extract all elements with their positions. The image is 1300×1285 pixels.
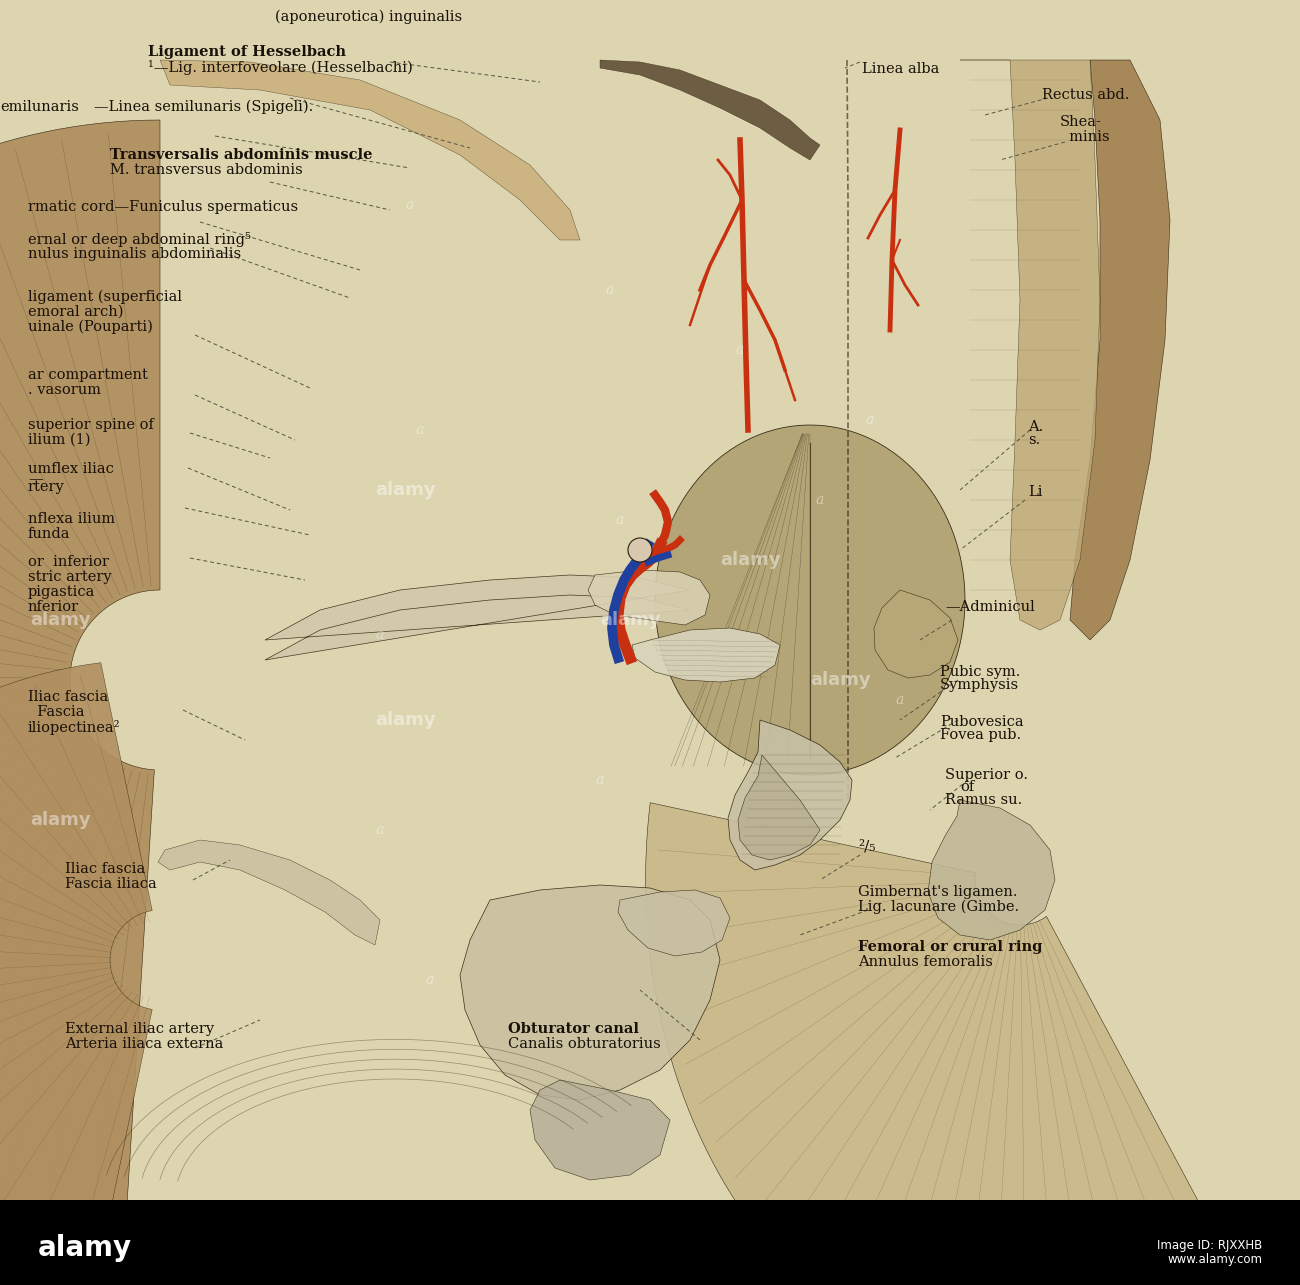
Text: —: —: [29, 472, 43, 486]
Text: emoral arch): emoral arch): [29, 305, 124, 319]
Polygon shape: [460, 885, 720, 1100]
Polygon shape: [265, 574, 690, 660]
Text: (aponeurotica) inguinalis: (aponeurotica) inguinalis: [276, 10, 461, 24]
Text: ilium (1): ilium (1): [29, 433, 91, 447]
Text: M. transversus abdominis: M. transversus abdominis: [111, 163, 303, 177]
Text: Symphysis: Symphysis: [940, 678, 1019, 693]
Text: Iliac fascia: Iliac fascia: [65, 862, 146, 876]
Text: funda: funda: [29, 527, 70, 541]
Text: iliopectinea²: iliopectinea²: [29, 720, 121, 735]
Text: minis: minis: [1060, 130, 1110, 144]
Text: Annulus femoralis: Annulus femoralis: [858, 955, 993, 969]
Text: Femoral or crural ring: Femoral or crural ring: [858, 941, 1043, 953]
Text: Li: Li: [1028, 484, 1043, 499]
Polygon shape: [928, 801, 1056, 941]
Text: alamy: alamy: [374, 711, 436, 729]
Polygon shape: [655, 425, 965, 775]
Text: a: a: [606, 283, 614, 297]
Text: or  inferior: or inferior: [29, 555, 109, 569]
Text: alamy: alamy: [38, 1234, 133, 1262]
Polygon shape: [959, 60, 1100, 630]
Text: s.: s.: [1028, 433, 1040, 447]
Polygon shape: [738, 756, 820, 860]
Text: Arteria iliaca externa: Arteria iliaca externa: [65, 1037, 224, 1051]
Polygon shape: [618, 891, 731, 956]
Text: Image ID: RJXXHB: Image ID: RJXXHB: [1157, 1239, 1262, 1252]
Polygon shape: [0, 663, 152, 1257]
Text: a: a: [736, 343, 744, 357]
Text: ar compartment: ar compartment: [29, 368, 148, 382]
Polygon shape: [1070, 60, 1170, 640]
Text: a: a: [866, 412, 874, 427]
Text: ligament (superficial: ligament (superficial: [29, 290, 182, 305]
Text: rtery: rtery: [29, 481, 65, 493]
Text: a: a: [376, 822, 384, 837]
Text: nferior: nferior: [29, 600, 79, 614]
Text: Pubic sym.: Pubic sym.: [940, 666, 1020, 678]
Text: a: a: [816, 493, 824, 508]
Text: Lig. lacunare (Gimbe.: Lig. lacunare (Gimbe.: [858, 899, 1019, 915]
Text: Pubovesica: Pubovesica: [940, 714, 1023, 729]
Polygon shape: [728, 720, 852, 870]
Text: emilunaris: emilunaris: [0, 100, 79, 114]
Text: a: a: [426, 973, 434, 987]
Text: a: a: [616, 513, 624, 527]
Text: nulus inguinalis abdominalis: nulus inguinalis abdominalis: [29, 247, 240, 261]
Text: Ligament of Hesselbach: Ligament of Hesselbach: [148, 45, 346, 59]
Polygon shape: [530, 1079, 670, 1180]
Text: a: a: [595, 774, 604, 786]
Polygon shape: [160, 60, 580, 240]
Text: pigastica: pigastica: [29, 585, 95, 599]
Text: superior spine of: superior spine of: [29, 418, 153, 432]
Polygon shape: [0, 120, 160, 1239]
Text: Ramus su.: Ramus su.: [945, 793, 1022, 807]
Polygon shape: [632, 628, 780, 682]
Text: alamy: alamy: [720, 551, 780, 569]
Text: a: a: [406, 198, 415, 212]
Text: alamy: alamy: [374, 481, 436, 499]
Polygon shape: [601, 60, 820, 161]
Text: a: a: [416, 423, 424, 437]
Text: alamy: alamy: [30, 811, 91, 829]
Text: External iliac artery: External iliac artery: [65, 1022, 214, 1036]
Text: www.alamy.com: www.alamy.com: [1167, 1253, 1262, 1267]
Text: . vasorum: . vasorum: [29, 383, 101, 397]
Text: Rectus abd.: Rectus abd.: [1043, 87, 1130, 102]
Text: —Adminicul: —Adminicul: [945, 600, 1035, 614]
Text: Obturator canal: Obturator canal: [508, 1022, 640, 1036]
Polygon shape: [646, 803, 1240, 1285]
Circle shape: [628, 538, 653, 562]
Text: alamy: alamy: [810, 671, 871, 689]
Text: Fascia iliaca: Fascia iliaca: [65, 876, 157, 891]
Text: A.: A.: [1028, 420, 1043, 434]
Text: rmatic cord—Funiculus spermaticus: rmatic cord—Funiculus spermaticus: [29, 200, 298, 215]
Text: Shea-: Shea-: [1060, 114, 1102, 128]
Text: ernal or deep abdominal ring⁵: ernal or deep abdominal ring⁵: [29, 233, 251, 247]
Text: Superior o.: Superior o.: [945, 768, 1028, 783]
Text: Fascia: Fascia: [29, 705, 84, 720]
Text: a: a: [376, 628, 384, 642]
Text: —Linea semilunaris (Spigeli).: —Linea semilunaris (Spigeli).: [94, 100, 313, 114]
Text: Fovea pub.: Fovea pub.: [940, 729, 1020, 741]
Polygon shape: [159, 840, 380, 944]
Text: nflexa ilium: nflexa ilium: [29, 511, 116, 526]
Text: stric artery: stric artery: [29, 571, 112, 583]
Polygon shape: [874, 590, 958, 678]
Text: Gimbernat's ligamen.: Gimbernat's ligamen.: [858, 885, 1018, 899]
Text: Linea alba: Linea alba: [862, 62, 940, 76]
Text: alamy: alamy: [601, 610, 660, 628]
Text: ²/₅: ²/₅: [858, 840, 875, 855]
Bar: [0, 1200, 1300, 1285]
Text: Transversalis abdominis muscle: Transversalis abdominis muscle: [111, 148, 373, 162]
Text: Iliac fascia: Iliac fascia: [29, 690, 108, 704]
Text: alamy: alamy: [30, 610, 91, 628]
Text: umflex iliac: umflex iliac: [29, 463, 114, 475]
Text: a: a: [896, 693, 903, 707]
Text: of: of: [959, 780, 974, 794]
Text: ¹—Lig. interfoveolare (Hesselbachi): ¹—Lig. interfoveolare (Hesselbachi): [148, 60, 413, 75]
Polygon shape: [588, 571, 710, 625]
Text: uinale (Pouparti): uinale (Pouparti): [29, 320, 153, 334]
Text: Canalis obturatorius: Canalis obturatorius: [508, 1037, 660, 1051]
